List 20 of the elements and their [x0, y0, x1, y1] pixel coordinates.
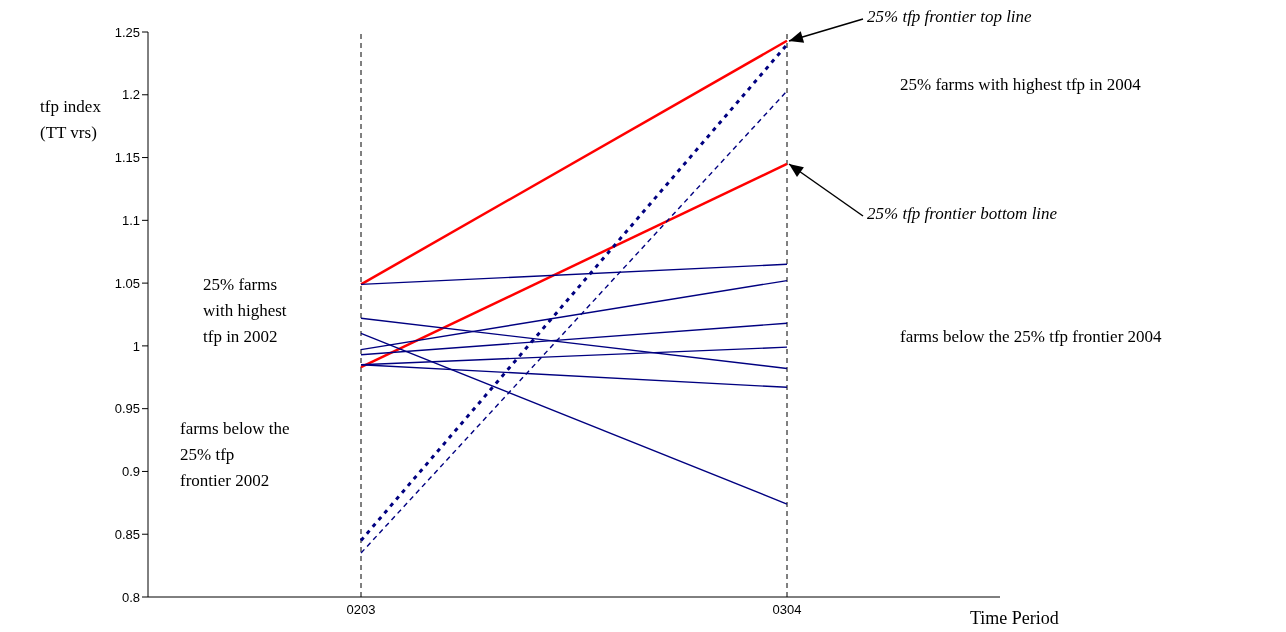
y-tick-label: 1.15: [114, 150, 140, 166]
y-tick-label: 1: [132, 338, 140, 354]
annotation: farms below the 25% tfp frontier 2002: [180, 418, 290, 492]
x-axis-title: Time Period: [970, 608, 1059, 629]
y-tick-label: 1.05: [114, 275, 140, 291]
y-tick-label: 0.9: [121, 464, 140, 480]
y-tick-label: 0.85: [114, 526, 140, 542]
y-tick-label: 0.8: [121, 589, 140, 605]
annotation: farms below the 25% tfp frontier 2004: [900, 326, 1162, 348]
y-axis-title: tfp index (TT vrs): [40, 96, 101, 144]
y-tick-label: 1.25: [114, 24, 140, 40]
x-tick-label: 0203: [346, 602, 376, 618]
annotation: 25% farms with highest tfp in 2004: [900, 74, 1141, 96]
y-tick-label: 1.2: [121, 87, 140, 103]
y-tick-label: 1.1: [121, 212, 140, 228]
annotation: 25% tfp frontier top line: [867, 6, 1032, 27]
annotation: 25% farms with highest tfp in 2002: [203, 274, 287, 348]
x-tick-label: 0304: [772, 602, 802, 618]
y-tick-label: 0.95: [114, 401, 140, 417]
annotation: 25% tfp frontier bottom line: [867, 203, 1058, 224]
